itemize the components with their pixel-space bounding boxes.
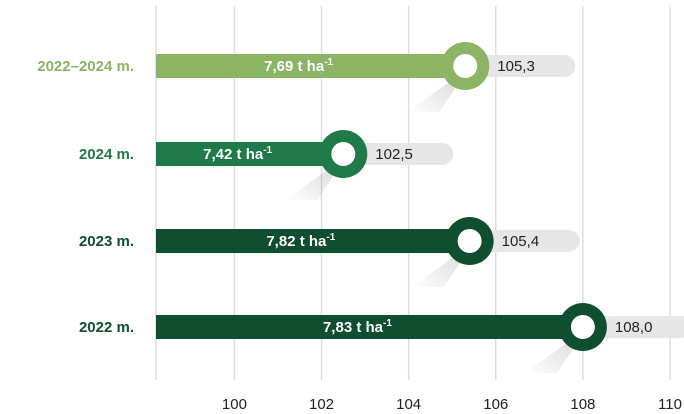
bars: 2022–2024 m. 7,69 t ha-1 105,3 2024 m. 7,42 … xyxy=(37,42,684,373)
bar-shadow xyxy=(407,50,482,112)
bar-row: 2023 m. 7,82 t ha-1 105,4 xyxy=(79,217,580,287)
value-label: 108,0 xyxy=(615,319,653,336)
bar xyxy=(156,315,583,339)
x-tick-label: 102 xyxy=(309,396,334,413)
bar-shadow xyxy=(411,225,486,287)
bar-data-label: 7,69 t ha-1 xyxy=(264,57,333,75)
bar-data-label: 7,82 t ha-1 xyxy=(266,232,335,250)
x-tick-label: 108 xyxy=(570,396,595,413)
category-label: 2024 m. xyxy=(79,146,134,163)
bar-track xyxy=(469,230,580,252)
x-tick-label: 100 xyxy=(222,396,247,413)
value-label: 105,3 xyxy=(497,58,535,75)
bar-end-marker-center xyxy=(457,229,482,253)
bar-track xyxy=(582,316,684,338)
bar-end-marker-center xyxy=(453,54,478,78)
bar-data-label: 7,83 t ha-1 xyxy=(323,318,392,336)
bar xyxy=(156,229,470,253)
bar-track xyxy=(465,55,576,77)
x-tick-label: 104 xyxy=(396,396,421,413)
bar-shadow xyxy=(285,138,360,200)
bar-row: 2022–2024 m. 7,69 t ha-1 105,3 xyxy=(37,42,576,112)
bar-row: 2022 m. 7,83 t ha-1 108,0 xyxy=(79,303,684,373)
bar xyxy=(156,142,344,166)
value-label: 105,4 xyxy=(502,233,540,250)
category-label: 2022–2024 m. xyxy=(37,58,134,75)
bar-row: 2024 m. 7,42 t ha-1 102,5 xyxy=(79,130,454,200)
category-label: 2023 m. xyxy=(79,233,134,250)
bar-end-marker-center xyxy=(570,315,595,339)
category-label: 2022 m. xyxy=(79,319,134,336)
bar xyxy=(156,54,466,78)
bar-data-label: 7,42 t ha-1 xyxy=(203,145,272,163)
value-label: 102,5 xyxy=(375,146,413,163)
bar-end-marker-center xyxy=(331,142,356,166)
x-tick-label: 106 xyxy=(483,396,508,413)
x-tick-label: 110 xyxy=(658,396,682,413)
bar-track xyxy=(343,143,454,165)
bar-shadow xyxy=(524,311,599,373)
x-axis-ticks: 100 102 104 106 108 110 xyxy=(222,396,682,413)
